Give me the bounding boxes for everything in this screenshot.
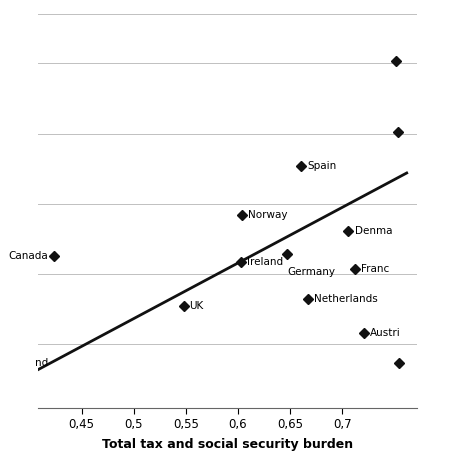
Text: Austri: Austri <box>370 328 401 338</box>
Text: Franc: Franc <box>361 264 389 273</box>
Text: Denma: Denma <box>355 226 392 236</box>
Text: Canada: Canada <box>9 251 48 261</box>
Text: Netherlands: Netherlands <box>314 294 378 304</box>
Text: Norway: Norway <box>248 210 288 220</box>
X-axis label: Total tax and social security burden: Total tax and social security burden <box>102 438 353 451</box>
Text: Ireland: Ireland <box>247 256 283 266</box>
Text: nd: nd <box>35 358 48 368</box>
Text: Germany: Germany <box>287 267 335 277</box>
Text: UK: UK <box>189 301 203 311</box>
Text: Spain: Spain <box>308 161 337 171</box>
